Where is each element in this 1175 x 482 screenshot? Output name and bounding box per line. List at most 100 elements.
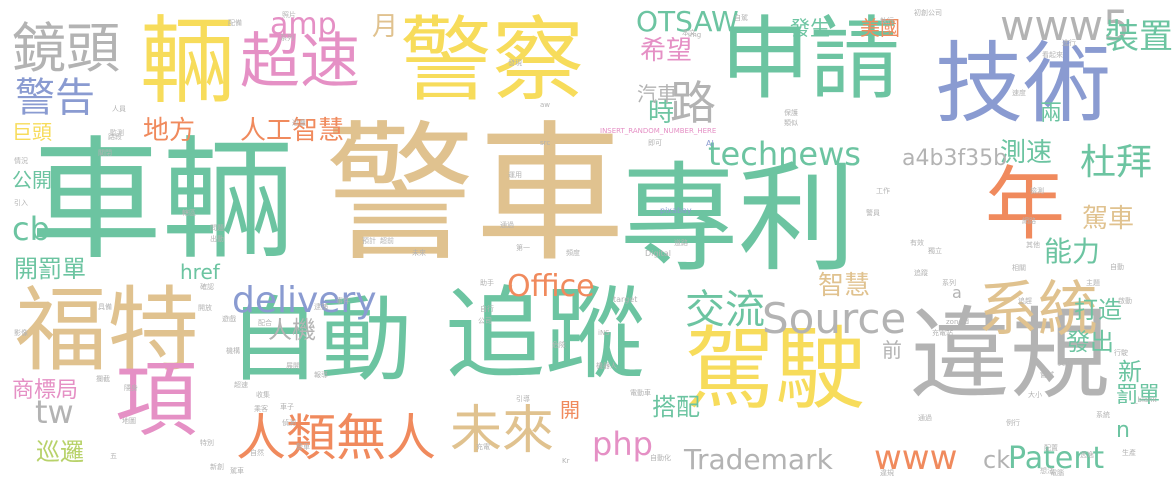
- word: src: [540, 139, 551, 147]
- word: 系統: [1096, 411, 1110, 419]
- word: 充電站: [932, 329, 953, 337]
- word: 技術: [935, 32, 1112, 135]
- word: 發現: [508, 59, 522, 67]
- word: AI: [706, 139, 714, 148]
- word: 人機: [268, 316, 316, 344]
- word: 生產: [1122, 449, 1136, 457]
- word: www: [874, 438, 958, 478]
- word: 主題: [1086, 279, 1100, 287]
- word: 執行: [880, 17, 894, 25]
- word: 有效: [910, 239, 924, 247]
- word: aw: [540, 101, 551, 109]
- word: 助手: [480, 279, 494, 287]
- word: 巡邏: [36, 438, 84, 466]
- word: OTSAW: [636, 5, 739, 38]
- word: 公司: [478, 317, 492, 325]
- word: 交流: [685, 287, 765, 333]
- word: 引導: [516, 395, 530, 403]
- word: 自動: [228, 287, 413, 394]
- word: 逃逸: [1080, 451, 1094, 459]
- word: 車子: [280, 403, 294, 411]
- word: 測速: [1000, 138, 1053, 168]
- word: INSERT_RANDOM_NUMBER_HERE: [600, 127, 717, 135]
- word: 具備: [98, 303, 112, 311]
- word: 違規: [880, 469, 894, 477]
- word: zoneid: [946, 318, 970, 326]
- word: Digital: [645, 249, 671, 258]
- word: 特別: [200, 439, 214, 447]
- word: 警車: [325, 108, 626, 282]
- word: 啟動: [1118, 297, 1132, 305]
- word: 配備: [228, 19, 242, 27]
- word: target: [613, 295, 638, 304]
- word: 事件: [336, 297, 350, 305]
- word: 機器人: [596, 362, 617, 370]
- word: 乘客: [254, 405, 268, 413]
- word: pixabay: [660, 206, 692, 215]
- word: 通過: [500, 221, 514, 229]
- word: _blank: [1134, 396, 1157, 404]
- word: 系列: [942, 279, 956, 287]
- word: 人員: [112, 105, 126, 113]
- word: 配合: [258, 319, 272, 327]
- word: 相關: [1012, 264, 1026, 272]
- word: 開罰單: [14, 255, 86, 283]
- word: 警察: [400, 7, 585, 114]
- word: 駕車: [230, 467, 244, 475]
- word: 影像: [14, 329, 28, 337]
- word: 自行: [480, 305, 494, 313]
- word: 獨立: [928, 247, 942, 255]
- word: 預計: [362, 237, 376, 245]
- word: 初創公司: [914, 9, 942, 17]
- word: 開放: [198, 304, 212, 312]
- word: 項: [115, 353, 198, 448]
- word: 發出: [1066, 328, 1114, 356]
- word: 新創: [210, 463, 224, 471]
- word: 警車: [296, 443, 310, 451]
- word: 鏡頭: [12, 17, 120, 80]
- word: 引入: [14, 199, 28, 207]
- word: 逮捕: [314, 303, 328, 311]
- word: Trademark: [684, 443, 833, 476]
- word: 收集: [256, 391, 270, 399]
- word: n: [1116, 418, 1130, 443]
- word: 網路: [1022, 217, 1036, 225]
- word: 第一: [516, 244, 530, 252]
- word: amp: [270, 7, 337, 42]
- word: 遊戲: [222, 315, 236, 323]
- word: 本文: [682, 29, 696, 37]
- word: 駕駛: [685, 317, 865, 422]
- word: 時: [648, 98, 675, 128]
- word: www5: [1000, 1, 1130, 50]
- word: 系統: [978, 275, 1098, 345]
- word: a4b3f35b: [902, 146, 1008, 171]
- word: 展開: [286, 362, 300, 370]
- word: technews: [708, 135, 861, 173]
- word: 巨頭: [12, 120, 52, 144]
- word: Office: [507, 269, 595, 304]
- word: delivery: [232, 280, 377, 321]
- word: a: [952, 283, 962, 302]
- word: 即可: [648, 139, 662, 147]
- word: 充電: [476, 443, 490, 451]
- word: 超速: [234, 381, 248, 389]
- word: 違規: [910, 296, 1110, 413]
- word: 想法: [1040, 467, 1054, 475]
- word: 問題: [210, 224, 224, 232]
- word: 監測: [110, 129, 124, 137]
- word: 輛: [140, 7, 236, 117]
- word: 進行: [1062, 39, 1076, 47]
- word: 駕車: [1082, 204, 1135, 234]
- word: 出動: [210, 235, 224, 243]
- word: 車輛: [30, 124, 294, 278]
- word: 能力: [1044, 235, 1101, 268]
- word: 五: [110, 452, 117, 460]
- word: 配置: [1044, 444, 1058, 452]
- word: 地圖: [122, 417, 136, 425]
- word: 地方: [143, 116, 196, 146]
- word: 交通: [1058, 359, 1072, 367]
- word: 新: [1118, 358, 1142, 386]
- word: 自駕: [734, 14, 748, 22]
- word: 未來: [412, 249, 426, 257]
- word: 智慧: [818, 271, 871, 301]
